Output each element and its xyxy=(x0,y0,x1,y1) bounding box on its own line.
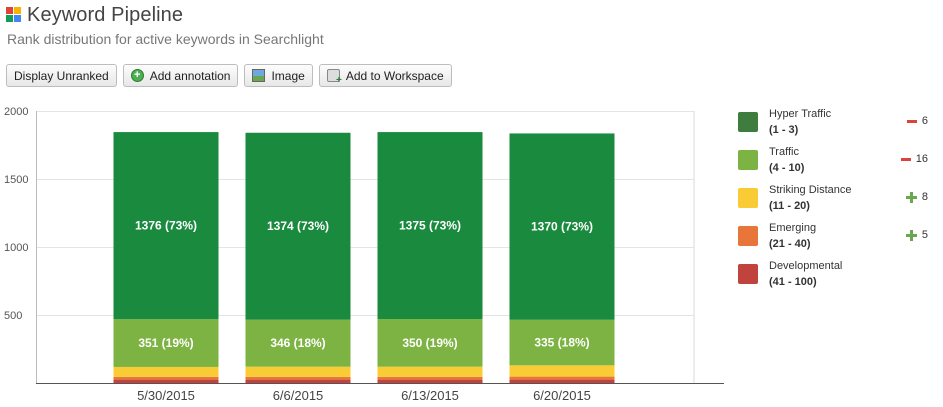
legend-change: 8 xyxy=(905,191,928,203)
display-unranked-button[interactable]: Display Unranked xyxy=(6,64,117,87)
legend-swatch xyxy=(738,112,758,132)
y-tick-label: 500 xyxy=(4,310,22,322)
workspace-add-icon xyxy=(326,69,342,86)
legend-name: Hyper Traffic xyxy=(769,108,832,120)
bar-segment xyxy=(113,376,219,380)
app-logo-icon xyxy=(6,7,22,23)
page-subtitle: Rank distribution for active keywords in… xyxy=(7,31,324,47)
legend-range: (4 - 10) xyxy=(769,162,805,174)
bar-segment xyxy=(509,133,615,320)
bar-segment xyxy=(113,366,219,377)
bar-segment xyxy=(509,376,615,380)
bar-segment xyxy=(113,132,219,320)
legend-name: Emerging xyxy=(769,222,817,234)
legend-change-value: 8 xyxy=(921,191,928,203)
add-to-workspace-label: Add to Workspace xyxy=(345,68,444,83)
rank-distribution-chart: 500 1000 1500 2000 351 (19%) 1376 (73%) 5/30/2… xyxy=(4,106,724,403)
legend-swatch xyxy=(738,188,758,208)
bar-segment xyxy=(377,379,483,383)
bar-data-label: 335 (18%) xyxy=(534,336,589,350)
legend-swatch xyxy=(738,226,758,246)
bar-segment xyxy=(113,319,219,367)
add-annotation-button[interactable]: + Add annotation xyxy=(122,64,239,87)
bar-segment xyxy=(377,132,483,320)
bar-data-label: 351 (19%) xyxy=(138,336,193,350)
chart-legend: Hyper Traffic (1 - 3) 6 Traffic (4 - 10) 16 St… xyxy=(738,106,938,296)
bar-segment xyxy=(509,319,615,366)
bar-data-label: 346 (18%) xyxy=(270,336,325,350)
legend-item[interactable]: Hyper Traffic (1 - 3) 6 xyxy=(738,106,938,144)
legend-change: 5 xyxy=(905,229,928,241)
legend-name: Developmental xyxy=(769,260,843,272)
legend-change-value: 16 xyxy=(915,153,928,165)
legend-change-value: 6 xyxy=(921,115,928,127)
increase-icon xyxy=(905,191,917,203)
y-tick-label: 2000 xyxy=(4,106,28,118)
legend-range: (11 - 20) xyxy=(769,200,810,212)
bar-segment xyxy=(245,319,351,367)
increase-icon xyxy=(905,229,917,241)
legend-item[interactable]: Emerging (21 - 40) 5 xyxy=(738,220,938,258)
image-label: Image xyxy=(271,68,305,83)
bar-segment xyxy=(113,379,219,383)
picture-icon xyxy=(252,69,266,82)
legend-item[interactable]: Traffic (4 - 10) 16 xyxy=(738,144,938,182)
y-tick-label: 1000 xyxy=(4,242,28,254)
bar-segment xyxy=(245,132,351,320)
bar-segment xyxy=(377,319,483,367)
x-tick-label: 5/30/2015 xyxy=(137,388,195,403)
x-tick-label: 6/13/2015 xyxy=(401,388,459,403)
decrease-icon xyxy=(900,157,911,161)
page-header: Keyword Pipeline xyxy=(6,2,183,28)
display-unranked-label: Display Unranked xyxy=(14,68,109,83)
bar-segment xyxy=(377,376,483,380)
bar-segment xyxy=(245,366,351,377)
decrease-icon xyxy=(906,119,917,123)
x-tick-label: 6/6/2015 xyxy=(273,388,324,403)
add-circle-icon: + xyxy=(130,69,144,82)
bar-segment xyxy=(509,379,615,383)
legend-change-value: 5 xyxy=(921,229,928,241)
image-button[interactable]: Image xyxy=(244,64,313,87)
legend-item[interactable]: Developmental (41 - 100) xyxy=(738,258,938,296)
x-tick-label: 6/20/2015 xyxy=(533,388,591,403)
page-title: Keyword Pipeline xyxy=(27,3,184,26)
bar-data-label: 1374 (73%) xyxy=(267,219,329,233)
add-to-workspace-button[interactable]: Add to Workspace xyxy=(318,64,452,87)
legend-name: Traffic xyxy=(769,146,799,158)
legend-range: (1 - 3) xyxy=(769,124,799,136)
bar-segment xyxy=(245,379,351,383)
bar-data-label: 350 (19%) xyxy=(402,336,457,350)
bar-segment xyxy=(509,365,615,377)
legend-swatch xyxy=(738,150,758,170)
legend-range: (41 - 100) xyxy=(769,276,817,288)
bar-segment xyxy=(245,376,351,380)
legend-item[interactable]: Striking Distance (11 - 20) 8 xyxy=(738,182,938,220)
legend-swatch xyxy=(738,264,758,284)
bar-data-label: 1370 (73%) xyxy=(531,220,593,234)
legend-name: Striking Distance xyxy=(769,184,852,196)
legend-change: 16 xyxy=(900,153,928,165)
add-annotation-label: Add annotation xyxy=(149,68,231,83)
legend-range: (21 - 40) xyxy=(769,238,811,250)
bar-data-label: 1375 (73%) xyxy=(399,219,461,233)
legend-change: 6 xyxy=(906,115,928,127)
bar-segment xyxy=(377,366,483,377)
bar-data-label: 1376 (73%) xyxy=(135,219,197,233)
y-tick-label: 1500 xyxy=(4,174,28,186)
toolbar: Display Unranked + Add annotation Image … xyxy=(6,64,452,87)
